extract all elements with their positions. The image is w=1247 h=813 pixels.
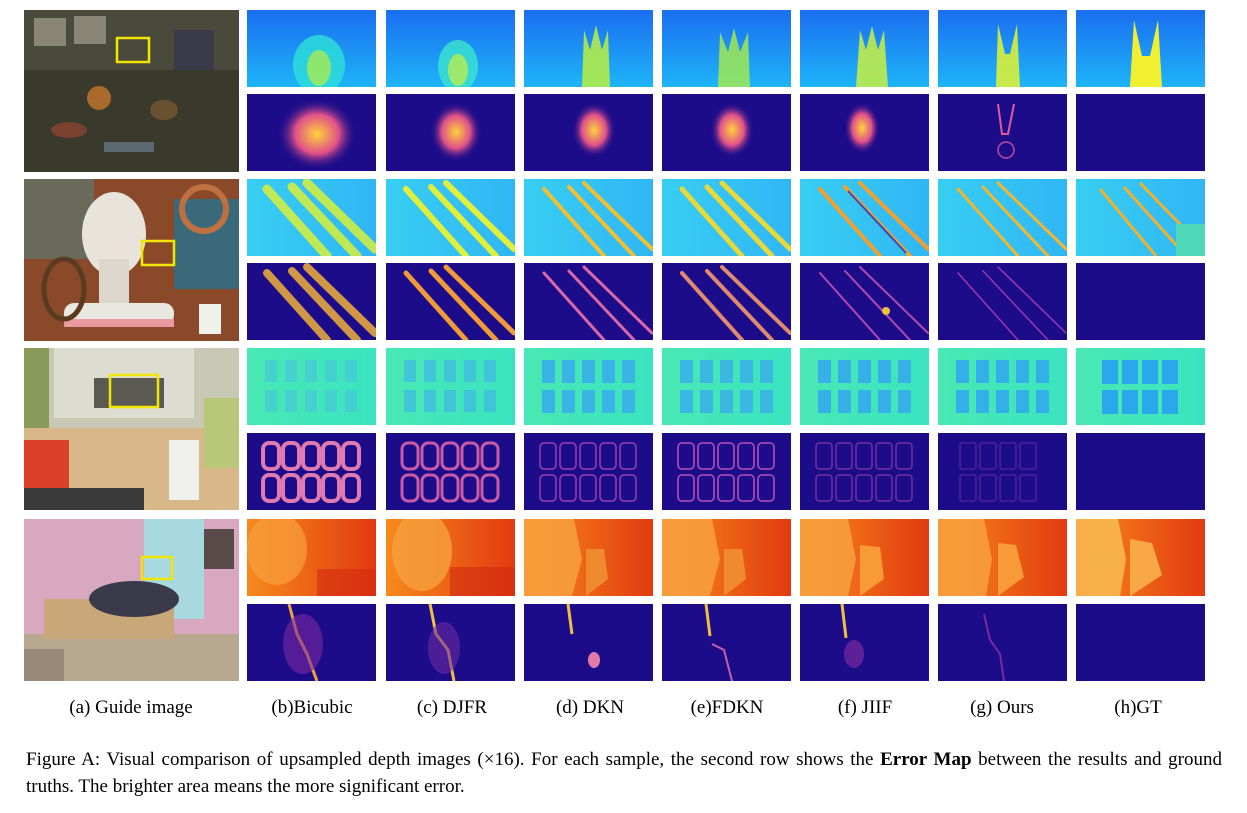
- depth-sample1-dkn: [524, 10, 653, 87]
- depth-sample4-dkn: [524, 519, 653, 596]
- depth-sample3-dkn: [524, 348, 653, 425]
- error-sample3-ours: [938, 433, 1067, 510]
- depth-sample2-bicubic: [247, 179, 376, 256]
- depth-sample1-gt: [1076, 10, 1205, 87]
- depth-sample3-gt: [1076, 348, 1205, 425]
- error-sample2-gt: [1076, 263, 1205, 340]
- column-label-bicubic: (b)Bicubic: [271, 697, 353, 718]
- caption-text-prefix: Figure A: Visual comparison of upsampled…: [26, 749, 881, 770]
- depth-sample3-jiif: [800, 348, 929, 425]
- guide-image-bedroom: [24, 519, 239, 681]
- error-sample3-djfr: [386, 433, 515, 510]
- figure-caption: Figure A: Visual comparison of upsampled…: [26, 746, 1222, 800]
- depth-sample2-fdkn: [662, 179, 791, 256]
- error-sample4-dkn: [524, 604, 653, 681]
- error-sample2-fdkn: [662, 263, 791, 340]
- error-sample3-gt: [1076, 433, 1205, 510]
- guide-image-pencils: [24, 179, 239, 341]
- depth-sample3-bicubic: [247, 348, 376, 425]
- error-sample4-jiif: [800, 604, 929, 681]
- depth-sample4-gt: [1076, 519, 1205, 596]
- depth-sample3-djfr: [386, 348, 515, 425]
- error-sample2-bicubic: [247, 263, 376, 340]
- error-sample1-dkn: [524, 94, 653, 171]
- depth-sample2-jiif: [800, 179, 929, 256]
- depth-sample4-ours: [938, 519, 1067, 596]
- depth-sample2-djfr: [386, 179, 515, 256]
- error-sample4-djfr: [386, 604, 515, 681]
- error-sample2-dkn: [524, 263, 653, 340]
- error-sample2-jiif: [800, 263, 929, 340]
- error-sample3-fdkn: [662, 433, 791, 510]
- depth-sample2-gt: [1076, 179, 1205, 256]
- guide-image-art: [24, 10, 239, 172]
- depth-sample3-ours: [938, 348, 1067, 425]
- column-label-dkn: (d) DKN: [555, 697, 625, 718]
- depth-sample1-ours: [938, 10, 1067, 87]
- error-sample4-fdkn: [662, 604, 791, 681]
- guide-image-laundry: [24, 348, 239, 510]
- error-sample3-jiif: [800, 433, 929, 510]
- depth-sample4-fdkn: [662, 519, 791, 596]
- error-sample4-bicubic: [247, 604, 376, 681]
- column-label-guide-image: (a) Guide image: [69, 697, 193, 718]
- error-sample2-djfr: [386, 263, 515, 340]
- caption-text-suffix: between the results and ground truths. T…: [26, 749, 1222, 797]
- depth-sample4-jiif: [800, 519, 929, 596]
- depth-sample4-bicubic: [247, 519, 376, 596]
- error-sample1-fdkn: [662, 94, 791, 171]
- column-label-djfr: (c) DJFR: [416, 697, 488, 718]
- error-sample1-djfr: [386, 94, 515, 171]
- column-label-gt: (h)GT: [1114, 697, 1162, 718]
- error-sample1-jiif: [800, 94, 929, 171]
- error-sample3-dkn: [524, 433, 653, 510]
- depth-sample1-fdkn: [662, 10, 791, 87]
- depth-sample1-jiif: [800, 10, 929, 87]
- depth-sample1-bicubic: [247, 10, 376, 87]
- depth-sample2-dkn: [524, 179, 653, 256]
- caption-bold-term: Error Map: [880, 749, 972, 770]
- error-sample2-ours: [938, 263, 1067, 340]
- depth-sample1-djfr: [386, 10, 515, 87]
- depth-sample4-djfr: [386, 519, 515, 596]
- error-sample1-ours: [938, 94, 1067, 171]
- depth-sample3-fdkn: [662, 348, 791, 425]
- error-sample4-ours: [938, 604, 1067, 681]
- error-sample4-gt: [1076, 604, 1205, 681]
- column-label-ours: (g) Ours: [970, 697, 1034, 718]
- error-sample1-gt: [1076, 94, 1205, 171]
- column-label-fdkn: (e)FDKN: [690, 697, 764, 718]
- column-label-jiif: (f) JIIF: [837, 697, 893, 718]
- error-sample1-bicubic: [247, 94, 376, 171]
- error-sample3-bicubic: [247, 433, 376, 510]
- depth-sample2-ours: [938, 179, 1067, 256]
